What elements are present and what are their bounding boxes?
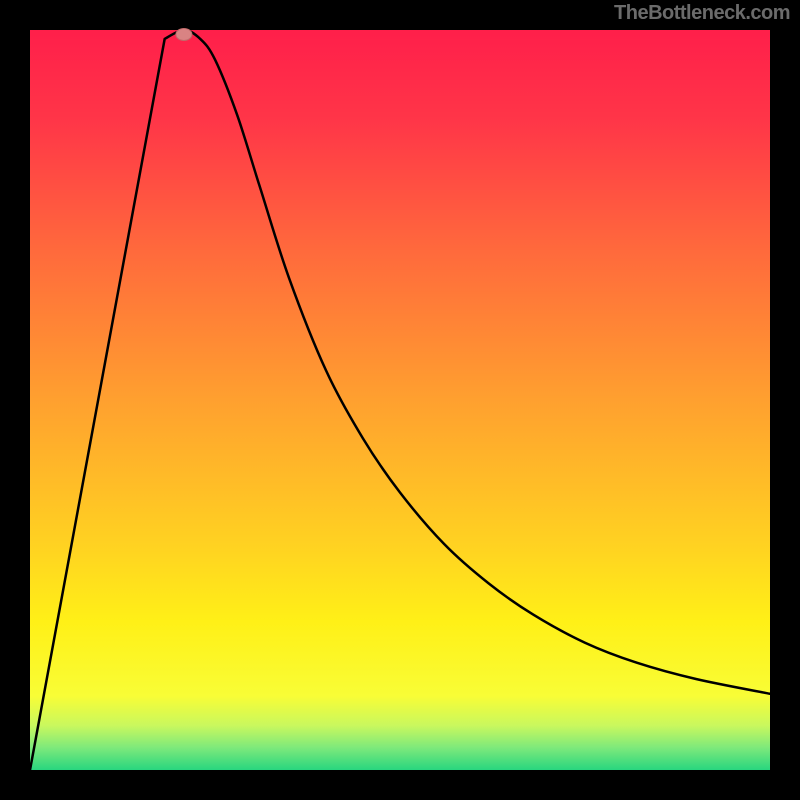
bottleneck-curve: [30, 30, 770, 770]
plot-area: [30, 30, 770, 770]
watermark-text: TheBottleneck.com: [614, 2, 790, 25]
chart-frame: TheBottleneck.com: [0, 0, 800, 800]
minimum-marker: [176, 28, 192, 40]
